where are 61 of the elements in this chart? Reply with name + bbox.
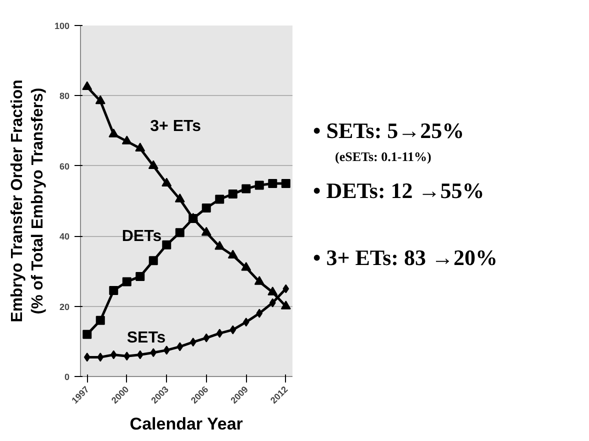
point <box>254 276 264 285</box>
point <box>242 184 251 194</box>
series-label: DETs <box>122 228 162 246</box>
series-label: SETs <box>126 330 166 347</box>
point <box>256 308 263 318</box>
point <box>203 333 210 342</box>
point <box>148 256 158 266</box>
point <box>242 318 250 327</box>
point <box>163 346 170 355</box>
point <box>216 328 223 338</box>
point <box>82 330 92 339</box>
point <box>108 128 119 138</box>
y-tick-label: 80 <box>59 91 70 102</box>
point <box>109 286 118 296</box>
point <box>228 189 238 198</box>
point <box>176 342 184 352</box>
point <box>122 136 132 144</box>
point <box>190 338 196 347</box>
point <box>202 204 211 213</box>
point <box>241 262 252 271</box>
point <box>135 142 146 152</box>
point <box>148 160 158 169</box>
y-tick-label: 20 <box>59 302 70 312</box>
x-axis-title: Calendar Year <box>130 414 244 434</box>
point <box>268 286 278 296</box>
point <box>230 325 236 334</box>
point <box>254 180 264 190</box>
point <box>122 277 132 286</box>
point <box>175 228 184 238</box>
point <box>136 350 144 360</box>
point <box>84 352 90 362</box>
y-tick-label: 0 <box>64 372 70 382</box>
point <box>174 194 185 202</box>
y-axis-title: Embryo Transfer Order Fraction (% of Total Embryo Transfers) <box>9 80 46 322</box>
series-label: 3+ ETs <box>150 118 202 135</box>
text: (eSETs: 0.1-11%) <box>335 148 432 166</box>
point <box>95 95 106 104</box>
text: • SETs: 5→25% <box>313 117 466 145</box>
y-tick-label: 60 <box>59 161 70 172</box>
point <box>281 178 290 188</box>
text: • 3+ ETs: 83 →20% <box>313 244 498 272</box>
point <box>110 350 117 360</box>
point <box>215 194 224 204</box>
point <box>150 348 157 358</box>
point <box>97 352 104 362</box>
point <box>82 81 92 90</box>
point <box>282 284 290 294</box>
point <box>162 178 172 187</box>
y-tick-label: 100 <box>54 21 70 31</box>
point <box>280 300 291 310</box>
point <box>269 298 276 308</box>
point <box>201 226 212 236</box>
y-tick-label: 40 <box>59 232 70 242</box>
point <box>162 240 172 250</box>
text: • DETs: 12 →55% <box>313 176 486 205</box>
point <box>228 250 238 259</box>
point <box>124 352 130 361</box>
point <box>214 240 225 250</box>
point <box>96 316 105 325</box>
point <box>136 272 145 281</box>
point <box>268 178 278 188</box>
